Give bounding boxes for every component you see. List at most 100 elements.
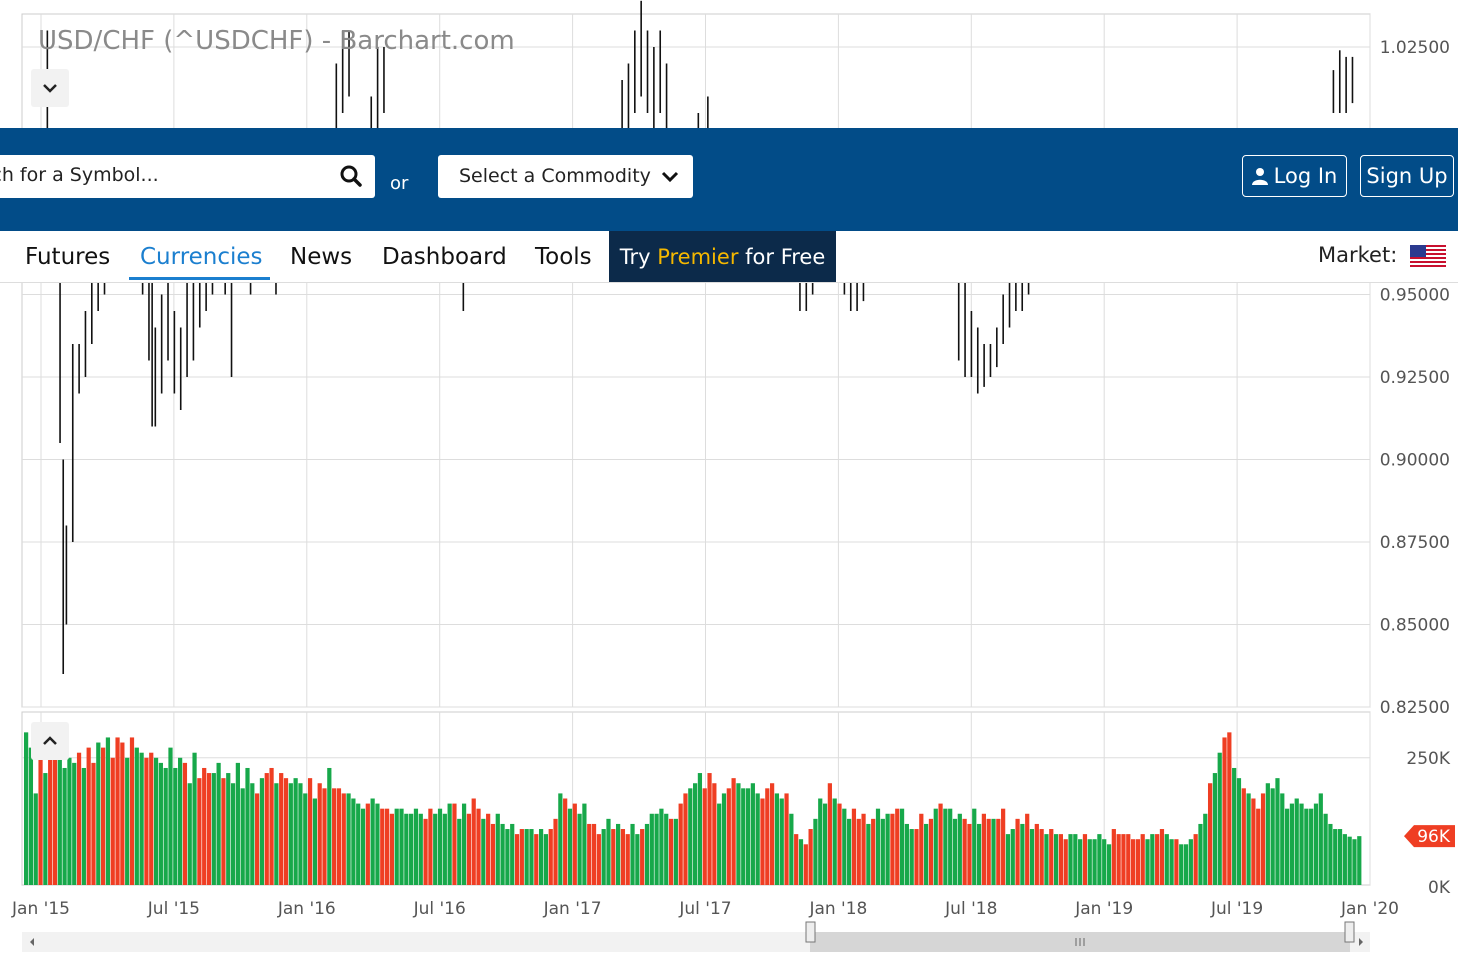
volume-bar — [457, 818, 462, 885]
symbol-search-input[interactable]: rch for a Symbol... — [0, 155, 375, 198]
volume-bar — [943, 808, 948, 885]
volume-bar — [317, 783, 322, 885]
volume-bar — [933, 808, 938, 885]
nav-item-dashboard[interactable]: Dashboard — [382, 244, 507, 270]
volume-bar — [404, 813, 409, 885]
volume-bar — [688, 788, 693, 885]
commodity-select[interactable]: Select a Commodity — [438, 155, 693, 198]
volume-bar — [1063, 839, 1068, 885]
volume-bar — [649, 813, 654, 885]
volume-bar — [1337, 829, 1343, 885]
volume-bar — [1082, 834, 1088, 885]
nav-item-news[interactable]: News — [290, 244, 353, 270]
last-volume-label: 96K — [1417, 827, 1451, 847]
volume-bar — [543, 834, 549, 885]
volume-bar — [899, 808, 905, 885]
volume-bar — [76, 752, 82, 885]
volume-bar — [952, 818, 958, 885]
volume-bar — [1078, 839, 1083, 885]
volume-bar — [24, 732, 29, 885]
login-label: Log In — [1273, 164, 1338, 188]
volume-bar — [495, 813, 500, 885]
volume-bar — [1159, 829, 1165, 885]
volume-bar — [1005, 834, 1011, 885]
search-header-bar: rch for a Symbol... or Select a Commodit… — [0, 128, 1458, 231]
volume-bar — [1010, 829, 1015, 885]
volume-bar — [110, 757, 115, 885]
volume-bar — [259, 778, 265, 885]
expand-volume-button[interactable] — [31, 722, 69, 760]
premier-suffix: for Free — [745, 244, 826, 269]
volume-bar — [664, 813, 669, 885]
volume-bars — [24, 732, 1362, 885]
price-tick-label: 0.95000 — [1380, 286, 1450, 306]
volume-bar — [216, 762, 221, 885]
volume-bar — [230, 783, 236, 885]
time-tick-label: Jul '15 — [147, 899, 200, 919]
time-tick-label: Jan '20 — [1340, 899, 1399, 919]
navigator-right-handle — [1344, 921, 1355, 943]
volume-bar — [437, 808, 443, 885]
volume-bar — [1193, 834, 1198, 885]
volume-bar — [1116, 834, 1121, 885]
volume-bar — [81, 767, 86, 885]
volume-bar — [476, 808, 481, 885]
volume-bar — [1155, 834, 1160, 885]
time-tick-label: Jan '19 — [1074, 899, 1133, 919]
volume-bar — [1164, 834, 1169, 885]
volume-bar — [510, 823, 515, 885]
volume-bar — [1029, 829, 1035, 885]
volume-bar — [442, 813, 447, 885]
volume-bar — [1318, 793, 1323, 885]
signup-button[interactable]: Sign Up — [1360, 155, 1454, 197]
volume-bar — [760, 798, 765, 885]
volume-bar — [813, 818, 818, 885]
volume-bar — [707, 773, 712, 885]
volume-bar — [1073, 834, 1078, 885]
volume-bar — [115, 737, 120, 885]
us-flag-icon[interactable] — [1410, 245, 1446, 269]
volume-bar — [880, 818, 885, 885]
volume-bar — [1140, 834, 1145, 885]
volume-bar — [1357, 836, 1362, 885]
search-icon[interactable] — [339, 164, 363, 188]
volume-bar — [847, 818, 852, 885]
time-tick-label: Jan '18 — [808, 899, 867, 919]
volume-bar — [591, 823, 597, 885]
volume-bar — [640, 829, 645, 885]
collapse-chart-button[interactable] — [31, 69, 69, 107]
volume-bar — [466, 813, 472, 885]
volume-bar — [822, 803, 828, 885]
volume-bar — [1174, 839, 1179, 885]
volume-bar — [890, 813, 895, 885]
time-tick-label: Jul '18 — [944, 899, 997, 919]
volume-bar — [697, 773, 703, 885]
volume-bar — [52, 757, 58, 885]
volume-bar — [736, 783, 741, 885]
volume-bar — [1333, 829, 1338, 885]
volume-bar — [1102, 839, 1107, 885]
nav-item-currencies[interactable]: Currencies — [140, 244, 263, 270]
volume-bar — [226, 773, 231, 885]
volume-bar — [741, 788, 746, 885]
volume-bar — [91, 762, 96, 885]
volume-bar — [312, 798, 317, 885]
volume-bar — [139, 752, 144, 885]
volume-bar — [240, 788, 245, 885]
time-tick-label: Jan '15 — [11, 899, 70, 919]
nav-item-tools[interactable]: Tools — [535, 244, 592, 270]
or-label: or — [390, 173, 409, 194]
volume-bar — [548, 829, 553, 885]
login-button[interactable]: Log In — [1242, 155, 1347, 197]
volume-bar — [269, 767, 274, 885]
volume-bar — [144, 757, 149, 885]
volume-bar — [635, 834, 640, 885]
nav-item-futures[interactable]: Futures — [25, 244, 111, 270]
volume-bar — [529, 829, 534, 885]
volume-bar — [1227, 732, 1232, 885]
volume-bar — [500, 823, 505, 885]
volume-bar — [866, 823, 871, 885]
premier-trial-button[interactable]: Try Premier for Free — [609, 231, 836, 282]
volume-bar — [1251, 798, 1256, 885]
